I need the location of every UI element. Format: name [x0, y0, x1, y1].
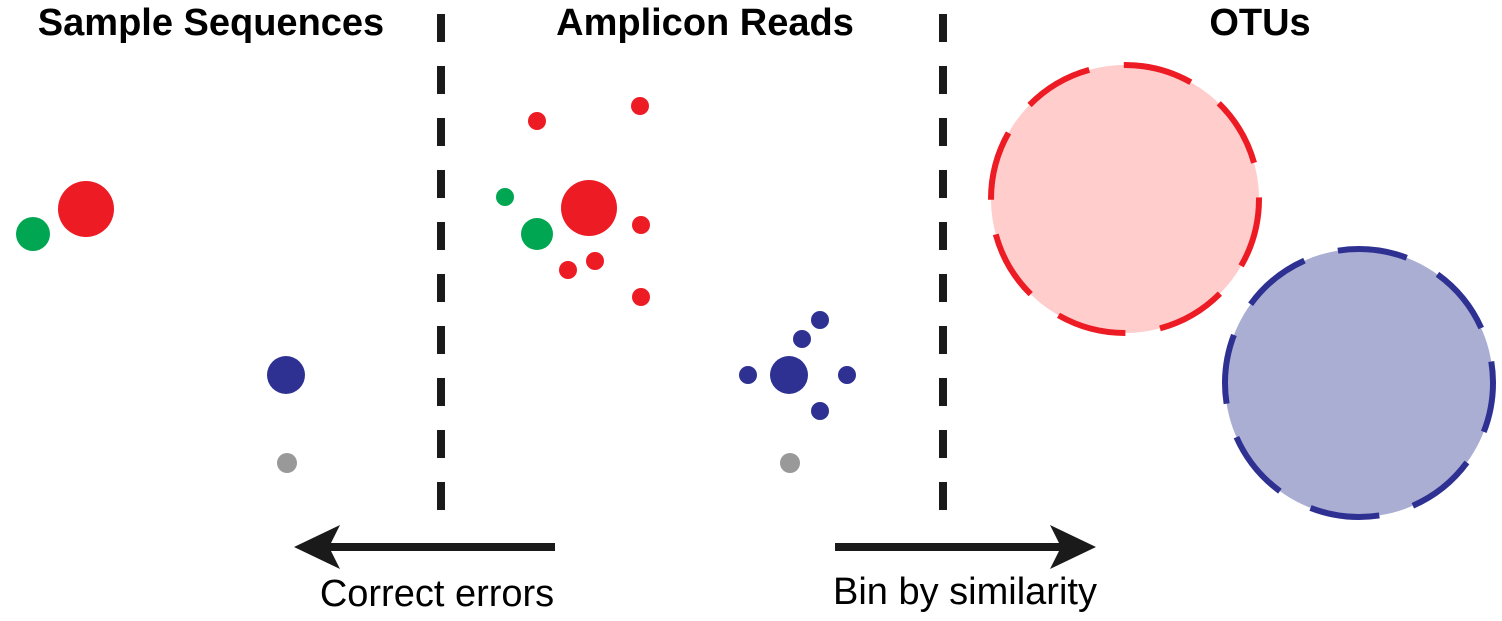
correct-errors-arrow	[294, 525, 555, 569]
red-otu-cluster	[988, 62, 1262, 336]
amplicon-reads-group	[496, 97, 856, 473]
read-blue-main	[770, 356, 808, 394]
sample-blue-sequence	[267, 356, 305, 394]
otus-heading: OTUs	[1209, 2, 1310, 44]
amplicon-reads-heading: Amplicon Reads	[556, 2, 854, 44]
left-arrowhead-icon	[294, 525, 340, 569]
read-blue-variant	[793, 330, 811, 348]
sample-gray-sequence	[277, 453, 297, 473]
correct-errors-label: Correct errors	[320, 573, 554, 615]
read-blue-variant	[811, 402, 829, 420]
read-red-variant	[632, 288, 650, 306]
read-green-main	[521, 218, 553, 250]
read-red-main	[561, 180, 617, 236]
read-blue-variant	[811, 311, 829, 329]
read-green-variant	[496, 188, 514, 206]
blue-otu-cluster	[1222, 246, 1496, 520]
read-red-variant	[586, 252, 604, 270]
read-red-variant	[632, 216, 650, 234]
right-arrowhead-icon	[1050, 525, 1096, 569]
sample-red-sequence	[58, 181, 114, 237]
read-red-variant	[528, 112, 546, 130]
read-red-variant	[559, 261, 577, 279]
read-gray-sequence	[780, 453, 800, 473]
sample-green-sequence	[16, 217, 50, 251]
bin-by-similarity-arrow	[835, 525, 1096, 569]
sample-sequences-group	[16, 181, 305, 473]
read-red-variant	[631, 97, 649, 115]
read-blue-variant	[739, 366, 757, 384]
read-blue-variant	[838, 366, 856, 384]
sample-sequences-heading: Sample Sequences	[38, 2, 384, 44]
bin-by-similarity-label: Bin by similarity	[833, 571, 1097, 613]
otu-clusters-group	[988, 62, 1496, 520]
